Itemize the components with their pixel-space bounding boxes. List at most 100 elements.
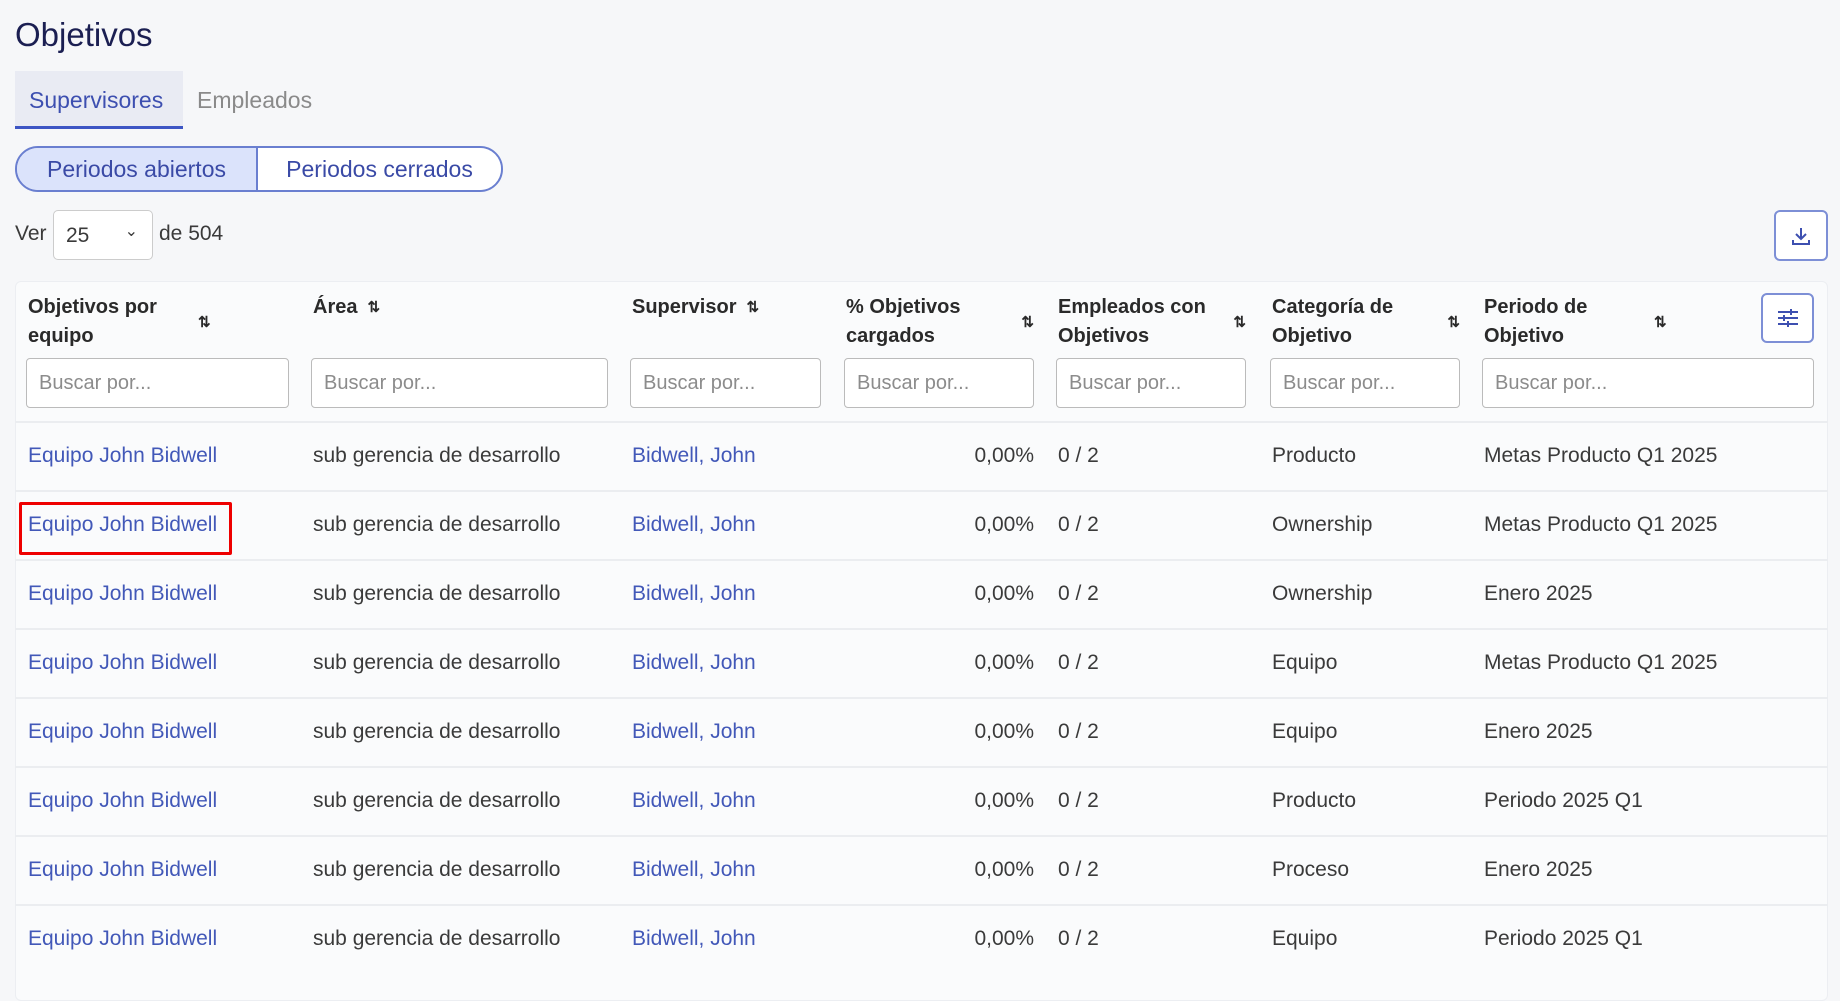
cell-employees: 0 / 2 bbox=[1058, 858, 1099, 881]
cell-supervisor-link[interactable]: Bidwell, John bbox=[632, 582, 756, 605]
cell-category: Equipo bbox=[1272, 927, 1338, 950]
column-header-label: Periodo de Objetivo bbox=[1484, 296, 1588, 347]
cell-supervisor-link[interactable]: Bidwell, John bbox=[632, 927, 756, 950]
cell-team-link[interactable]: Equipo John Bidwell bbox=[28, 651, 218, 674]
search-placeholder: Buscar por... bbox=[643, 372, 756, 394]
cell-supervisor-link[interactable]: Bidwell, John bbox=[632, 513, 756, 536]
page-size-value: 25 bbox=[66, 224, 90, 247]
cell-percent: 0,00% bbox=[974, 720, 1034, 743]
cell-period: Metas Producto Q1 2025 bbox=[1484, 513, 1718, 536]
column-header-label: Empleados con Objetivos bbox=[1058, 296, 1206, 347]
cell-area: sub gerencia de desarrollo bbox=[313, 927, 561, 950]
table-row bbox=[15, 421, 1828, 490]
chevron-down-icon: ⌄ bbox=[124, 223, 138, 240]
cell-percent: 0,00% bbox=[974, 582, 1034, 605]
cell-period: Enero 2025 bbox=[1484, 858, 1593, 881]
search-placeholder: Buscar por... bbox=[324, 372, 437, 394]
cell-category: Producto bbox=[1272, 444, 1357, 467]
page-title: Objetivos bbox=[15, 16, 153, 53]
cell-percent: 0,00% bbox=[974, 444, 1034, 467]
open-periods-button[interactable]: Periodos abiertos bbox=[17, 148, 258, 190]
search-input-employees[interactable]: Buscar por... bbox=[1056, 358, 1246, 408]
cell-period: Periodo 2025 Q1 bbox=[1484, 927, 1643, 950]
search-placeholder: Buscar por... bbox=[1069, 372, 1182, 394]
cell-employees: 0 / 2 bbox=[1058, 582, 1099, 605]
column-header-label: Categoría de Objetivo bbox=[1272, 296, 1394, 347]
column-header-label: Área bbox=[313, 296, 358, 318]
column-settings-button[interactable] bbox=[1761, 293, 1814, 343]
cell-employees: 0 / 2 bbox=[1058, 927, 1099, 950]
cell-team-link[interactable]: Equipo John Bidwell bbox=[28, 720, 218, 743]
search-input-period[interactable]: Buscar por... bbox=[1482, 358, 1814, 408]
cell-area: sub gerencia de desarrollo bbox=[313, 858, 561, 881]
sort-arrows-icon[interactable]: ⇅ bbox=[1447, 313, 1460, 331]
cell-team-link[interactable]: Equipo John Bidwell bbox=[28, 513, 218, 536]
cell-percent: 0,00% bbox=[974, 513, 1034, 536]
cell-area: sub gerencia de desarrollo bbox=[313, 789, 561, 812]
column-header-team[interactable]: Objetivos por equipo ⇅ bbox=[28, 293, 248, 351]
total-count: de 504 bbox=[159, 222, 224, 245]
column-header-percent[interactable]: % Objetivos cargados ⇅ bbox=[846, 293, 1034, 351]
sort-arrows-icon[interactable]: ⇅ bbox=[1654, 313, 1667, 331]
cell-team-link[interactable]: Equipo John Bidwell bbox=[28, 927, 218, 950]
column-header-period[interactable]: Periodo de Objetivo ⇅ bbox=[1484, 293, 1734, 351]
cell-employees: 0 / 2 bbox=[1058, 513, 1099, 536]
search-placeholder: Buscar por... bbox=[39, 372, 152, 394]
closed-periods-button[interactable]: Periodos cerrados bbox=[258, 148, 501, 190]
search-input-supervisor[interactable]: Buscar por... bbox=[630, 358, 821, 408]
table-row bbox=[15, 559, 1828, 628]
cell-area: sub gerencia de desarrollo bbox=[313, 720, 561, 743]
tab-empleados[interactable]: Empleados bbox=[197, 87, 313, 113]
download-button[interactable] bbox=[1774, 210, 1828, 261]
cell-period: Enero 2025 bbox=[1484, 720, 1593, 743]
column-header-area[interactable]: Área ⇅ bbox=[313, 293, 573, 322]
cell-period: Periodo 2025 Q1 bbox=[1484, 789, 1643, 812]
table-row bbox=[15, 835, 1828, 904]
search-placeholder: Buscar por... bbox=[1283, 372, 1396, 394]
cell-supervisor-link[interactable]: Bidwell, John bbox=[632, 789, 756, 812]
column-header-supervisor[interactable]: Supervisor ⇅ bbox=[632, 293, 802, 322]
column-header-label: Supervisor bbox=[632, 296, 737, 318]
cell-area: sub gerencia de desarrollo bbox=[313, 582, 561, 605]
cell-employees: 0 / 2 bbox=[1058, 720, 1099, 743]
table-row bbox=[15, 628, 1828, 697]
cell-period: Metas Producto Q1 2025 bbox=[1484, 444, 1718, 467]
cell-team-link[interactable]: Equipo John Bidwell bbox=[28, 858, 218, 881]
cell-supervisor-link[interactable]: Bidwell, John bbox=[632, 720, 756, 743]
highlight-box bbox=[19, 502, 232, 555]
search-input-category[interactable]: Buscar por... bbox=[1270, 358, 1460, 408]
sort-arrows-icon[interactable]: ⇅ bbox=[1233, 313, 1246, 331]
cell-category: Proceso bbox=[1272, 858, 1350, 881]
cell-team-link[interactable]: Equipo John Bidwell bbox=[28, 444, 218, 467]
cell-employees: 0 / 2 bbox=[1058, 444, 1099, 467]
search-input-team[interactable]: Buscar por... bbox=[26, 358, 289, 408]
column-header-label: Objetivos por equipo bbox=[28, 296, 157, 347]
search-placeholder: Buscar por... bbox=[857, 372, 970, 394]
download-icon bbox=[1792, 227, 1810, 245]
search-input-percent[interactable]: Buscar por... bbox=[844, 358, 1034, 408]
cell-supervisor-link[interactable]: Bidwell, John bbox=[632, 858, 756, 881]
column-header-category[interactable]: Categoría de Objetivo ⇅ bbox=[1272, 293, 1460, 351]
cell-employees: 0 / 2 bbox=[1058, 789, 1099, 812]
cell-area: sub gerencia de desarrollo bbox=[313, 513, 561, 536]
sort-arrows-icon[interactable]: ⇅ bbox=[198, 313, 211, 331]
search-placeholder: Buscar por... bbox=[1495, 372, 1608, 394]
tab-supervisores[interactable]: Supervisores bbox=[15, 71, 183, 129]
sort-arrows-icon[interactable]: ⇅ bbox=[367, 299, 381, 316]
table-row bbox=[15, 904, 1828, 973]
cell-team-link[interactable]: Equipo John Bidwell bbox=[28, 582, 218, 605]
cell-percent: 0,00% bbox=[974, 651, 1034, 674]
cell-category: Ownership bbox=[1272, 582, 1373, 605]
cell-supervisor-link[interactable]: Bidwell, John bbox=[632, 444, 756, 467]
cell-category: Ownership bbox=[1272, 513, 1373, 536]
page-size-select[interactable]: 25 ⌄ bbox=[53, 210, 153, 260]
sort-arrows-icon[interactable]: ⇅ bbox=[746, 299, 760, 316]
cell-team-link[interactable]: Equipo John Bidwell bbox=[28, 789, 218, 812]
cell-percent: 0,00% bbox=[974, 858, 1034, 881]
column-header-employees[interactable]: Empleados con Objetivos ⇅ bbox=[1058, 293, 1246, 351]
sort-arrows-icon[interactable]: ⇅ bbox=[1021, 313, 1034, 331]
cell-supervisor-link[interactable]: Bidwell, John bbox=[632, 651, 756, 674]
search-input-area[interactable]: Buscar por... bbox=[311, 358, 608, 408]
cell-category: Producto bbox=[1272, 789, 1357, 812]
table-row bbox=[15, 766, 1828, 835]
